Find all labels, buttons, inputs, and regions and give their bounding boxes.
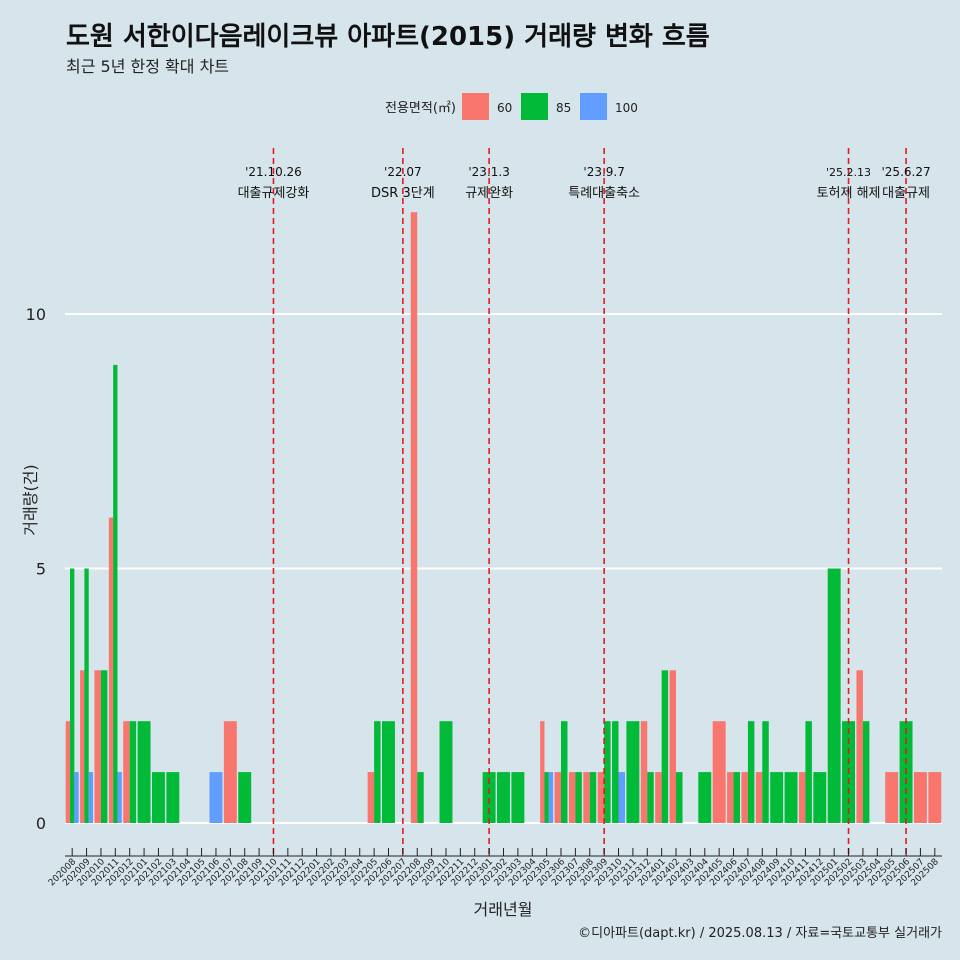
bar-60-202401: [655, 772, 662, 823]
bar-85-202410: [784, 772, 798, 823]
bar-100-202011: [117, 772, 122, 823]
bar-60-202405: [712, 721, 726, 823]
y-tick-label: 0: [36, 814, 46, 833]
bar-85-202011: [113, 364, 118, 823]
event-name-label: DSR 3단계: [371, 186, 435, 201]
bar-85-202409: [770, 772, 784, 823]
bar-85-202503: [862, 721, 870, 823]
bar-85-202303: [511, 772, 525, 823]
bar-85-202311: [626, 721, 640, 823]
bar-60-202011: [108, 517, 114, 823]
bar-85-202210: [439, 721, 453, 823]
bar-85-202302: [497, 772, 510, 823]
bar-100-202305: [548, 772, 554, 823]
bar-60-202408: [755, 772, 763, 823]
bar-85-202101: [137, 721, 151, 823]
bar-60-202205: [367, 772, 375, 823]
legend-swatch-85: [521, 93, 548, 120]
bar-85-202103: [166, 772, 180, 823]
bar-60-202308: [583, 772, 590, 823]
bar-85-202008: [70, 568, 75, 823]
bar-60-202505: [885, 772, 899, 823]
bar-60-202009: [80, 670, 85, 823]
y-tick-label: 10: [26, 305, 46, 324]
bar-85-202102: [151, 772, 165, 823]
bar-85-202406: [733, 772, 741, 823]
bar-100-202009: [88, 772, 94, 823]
event-name-label: 토허제 해제: [817, 186, 881, 201]
legend-swatch-100: [580, 93, 607, 120]
chart-title: 도원 서한이다음레이크뷰 아파트(2015) 거래량 변화 흐름: [66, 22, 710, 52]
bar-60-202012: [123, 721, 130, 823]
bar-85-202010: [100, 670, 108, 823]
event-name-label: 대출규제강화: [238, 186, 310, 201]
bar-85-202402: [676, 772, 683, 823]
event-date-label: '21.10.26: [245, 165, 302, 179]
y-axis-title: 거래량(건): [21, 464, 40, 535]
legend-label-100: 100: [615, 101, 638, 115]
bar-60-202411: [798, 772, 806, 823]
bar-60-202010: [94, 670, 101, 823]
bar-60-202503: [856, 670, 863, 823]
bar-85-202310: [612, 721, 619, 823]
legend-label-60: 60: [497, 101, 512, 115]
bar-100-202008: [74, 772, 79, 823]
bar-85-202312: [647, 772, 654, 823]
bar-85-202307: [575, 772, 582, 823]
bar-85-202411: [805, 721, 812, 823]
bar-60-202309: [597, 772, 605, 823]
bar-85-202412: [813, 772, 827, 823]
bar-60-202307: [568, 772, 576, 823]
event-name-label: 특례대출축소: [568, 186, 640, 201]
legend-title: 전용면적(㎡): [385, 101, 456, 116]
bar-85-202305: [544, 772, 549, 823]
x-axis-title: 거래년월: [474, 900, 533, 919]
bar-85-202208: [417, 772, 424, 823]
bar-60-202008: [65, 721, 71, 823]
bar-60-202508: [928, 772, 942, 823]
bar-85-202009: [84, 568, 89, 823]
bar-60-202107: [223, 721, 237, 823]
y-tick-label: 5: [36, 560, 46, 579]
bar-100-202310: [618, 772, 625, 823]
event-date-label: '22.07: [384, 165, 422, 179]
bar-85-202407: [747, 721, 755, 823]
bar-60-202407: [741, 772, 748, 823]
bar-100-202106: [209, 772, 223, 823]
bar-85-202205: [374, 721, 381, 823]
bar-85-202206: [382, 721, 395, 823]
bar-85-202306: [561, 721, 568, 823]
bar-60-202507: [913, 772, 927, 823]
bar-85-202308: [589, 772, 597, 823]
chart-caption: ©디아파트(dapt.kr) / 2025.08.13 / 자료=국토교통부 실…: [578, 926, 942, 941]
bar-60-202312: [640, 721, 648, 823]
bar-85-202401: [661, 670, 669, 823]
event-date-label: '23.1.3: [468, 165, 509, 179]
bar-85-202108: [238, 772, 252, 823]
event-date-label: '23.9.7: [583, 165, 624, 179]
event-date-label: '25.2.13: [826, 166, 871, 179]
bar-60-202208: [410, 212, 418, 823]
bar-60-202306: [554, 772, 562, 823]
bar-85-202301: [482, 772, 496, 823]
bar-85-202404: [698, 772, 712, 823]
bar-60-202406: [727, 772, 734, 823]
event-name-label: 규제완화: [465, 186, 513, 201]
bar-85-202309: [604, 721, 611, 823]
event-date-label: '25.6.27: [882, 165, 931, 179]
bar-85-202012: [129, 721, 137, 823]
chart-subtitle: 최근 5년 한정 확대 차트: [66, 57, 230, 76]
bar-60-202305: [540, 721, 545, 823]
event-name-label: 대출규제: [882, 186, 930, 201]
bar-60-202402: [669, 670, 677, 823]
legend-swatch-60: [462, 93, 489, 120]
bar-85-202501: [827, 568, 841, 823]
legend-label-85: 85: [556, 101, 571, 115]
bar-85-202408: [762, 721, 769, 823]
